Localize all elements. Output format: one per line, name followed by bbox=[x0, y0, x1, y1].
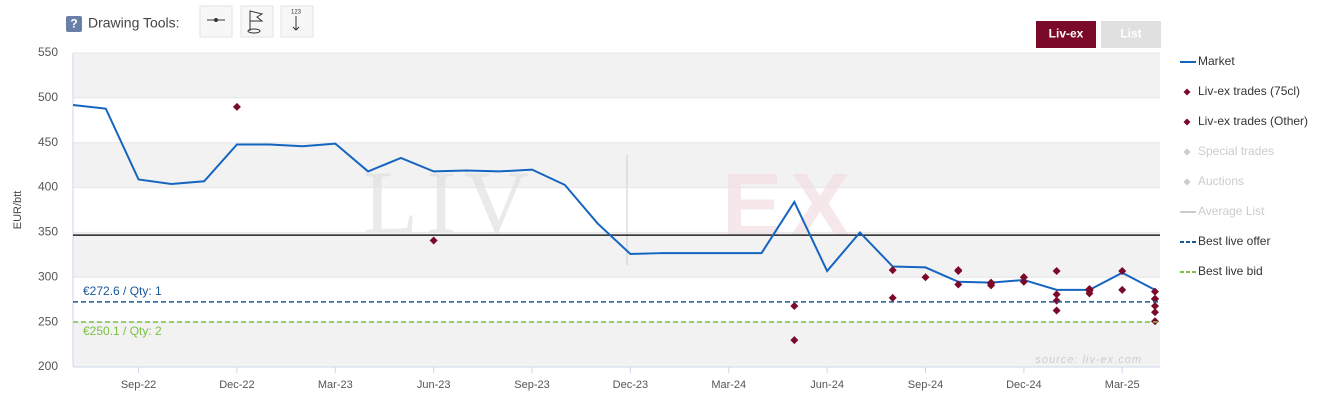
trade-point bbox=[888, 266, 897, 275]
trade-point bbox=[921, 273, 930, 282]
level-label: €272.6 / Qty: 1 bbox=[83, 284, 162, 298]
trade-point bbox=[1052, 267, 1061, 276]
y-tick-label: 200 bbox=[38, 359, 58, 373]
source-note: source: liv-ex.com bbox=[1035, 354, 1142, 366]
view-button-list[interactable] bbox=[1101, 21, 1161, 48]
trade-point bbox=[1118, 267, 1127, 276]
y-tick-label: 500 bbox=[38, 90, 58, 104]
view-button-livex[interactable] bbox=[1036, 21, 1096, 48]
y-tick-label: 350 bbox=[38, 225, 58, 239]
legend-label[interactable]: Special trades bbox=[1198, 144, 1274, 158]
x-tick-label: Dec-22 bbox=[219, 379, 254, 391]
legend-label[interactable]: Average List bbox=[1198, 204, 1265, 218]
trade-point bbox=[1151, 308, 1159, 317]
help-icon[interactable] bbox=[66, 16, 82, 32]
trade-point bbox=[1151, 317, 1159, 326]
trade-point bbox=[790, 336, 799, 345]
trade-point bbox=[888, 293, 897, 302]
x-tick-label: Mar-24 bbox=[711, 379, 746, 391]
trade-point bbox=[1052, 296, 1061, 305]
toolbar: ? Drawing Tools: 123 bbox=[66, 5, 314, 38]
plot-band bbox=[73, 322, 1160, 367]
legend-marker bbox=[1183, 118, 1191, 126]
trade-point bbox=[954, 280, 963, 289]
plot-band bbox=[73, 142, 1160, 188]
trade-point bbox=[1085, 284, 1094, 293]
y-tick-label: 300 bbox=[38, 269, 58, 283]
trade-point bbox=[1085, 289, 1094, 298]
x-tick-label: Sep-22 bbox=[121, 379, 156, 391]
x-tick-label: Mar-25 bbox=[1105, 379, 1140, 391]
trade-point bbox=[429, 236, 438, 245]
toolbar-label: Drawing Tools: bbox=[88, 15, 180, 31]
legend-label[interactable]: Liv-ex trades (75cl) bbox=[1198, 84, 1300, 98]
trade-point bbox=[954, 267, 963, 276]
x-tick-label: Sep-24 bbox=[908, 379, 943, 391]
y-tick-label: 250 bbox=[38, 314, 58, 328]
legend-label[interactable]: Best live offer bbox=[1198, 234, 1270, 248]
trade-point bbox=[1151, 301, 1159, 310]
plot-band bbox=[73, 232, 1160, 278]
view-buttons: Liv-ex List bbox=[1036, 21, 1161, 48]
trade-point bbox=[1151, 287, 1159, 296]
trade-point bbox=[1151, 294, 1159, 303]
market-line bbox=[72, 104, 1156, 291]
x-tick-label: Jun-24 bbox=[810, 379, 844, 391]
legend-marker bbox=[1183, 88, 1191, 96]
trade-point bbox=[232, 102, 241, 111]
y-tick-label: 450 bbox=[38, 135, 58, 149]
y-tick-label: 400 bbox=[38, 180, 58, 194]
legend-label[interactable]: Best live bid bbox=[1198, 264, 1263, 278]
watermark: EX bbox=[722, 156, 858, 256]
x-tick-label: Dec-23 bbox=[613, 379, 648, 391]
view-button-text: List bbox=[1120, 27, 1141, 41]
trade-point bbox=[1052, 290, 1061, 299]
legend-label[interactable]: Auctions bbox=[1198, 174, 1244, 188]
x-tick-label: Sep-23 bbox=[514, 379, 549, 391]
watermark: LIV bbox=[363, 154, 537, 253]
y-tick-label: 550 bbox=[38, 45, 58, 59]
y-axis-title: EUR/btt bbox=[12, 191, 24, 230]
trade-point bbox=[1019, 273, 1028, 282]
tool-text: 123 bbox=[291, 10, 302, 16]
legend-label[interactable]: Market bbox=[1198, 54, 1235, 68]
trade-point bbox=[1052, 306, 1061, 315]
tool-flag[interactable] bbox=[240, 5, 274, 38]
help-text: ? bbox=[70, 17, 77, 31]
view-button-text: Liv-ex bbox=[1049, 27, 1084, 41]
trade-point bbox=[1118, 285, 1127, 294]
legend-label[interactable]: Liv-ex trades (Other) bbox=[1198, 114, 1308, 128]
x-tick-label: Dec-24 bbox=[1006, 379, 1041, 391]
legend-marker bbox=[1183, 148, 1191, 156]
x-tick-label: Jun-23 bbox=[417, 379, 451, 391]
level-label: €250.1 / Qty: 2 bbox=[83, 324, 162, 338]
trade-point bbox=[987, 278, 996, 287]
tool-label[interactable]: 123 bbox=[280, 5, 314, 38]
tool-line[interactable] bbox=[199, 5, 233, 38]
x-tick-label: Mar-23 bbox=[318, 379, 353, 391]
trade-point bbox=[1019, 277, 1028, 286]
legend-marker bbox=[1183, 178, 1191, 186]
trade-point bbox=[790, 301, 799, 310]
plot-band bbox=[73, 53, 1160, 98]
